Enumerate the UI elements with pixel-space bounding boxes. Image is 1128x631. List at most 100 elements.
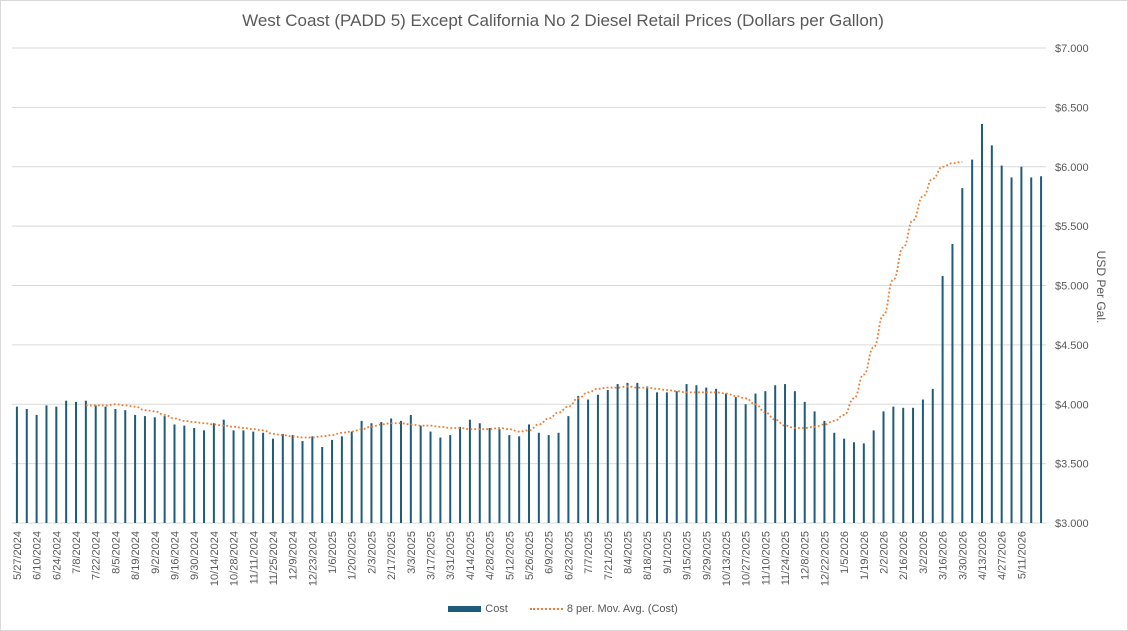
bar xyxy=(360,420,363,523)
bar xyxy=(94,405,97,523)
bar xyxy=(193,428,196,523)
legend: Cost 8 per. Mov. Avg. (Cost) xyxy=(0,603,1126,615)
x-tick-label: 1/20/2025 xyxy=(347,531,359,580)
bar xyxy=(912,407,915,523)
bar xyxy=(301,441,304,523)
x-tick-label: 9/16/2024 xyxy=(169,531,181,580)
bar xyxy=(764,391,767,523)
x-tick-label: 5/26/2025 xyxy=(524,531,536,580)
bar xyxy=(951,243,954,523)
bar xyxy=(84,400,87,523)
bar xyxy=(55,406,58,523)
bar xyxy=(65,400,68,523)
bar xyxy=(724,393,727,523)
bar xyxy=(823,420,826,523)
x-tick-label: 3/3/2025 xyxy=(406,531,418,574)
x-tick-label: 5/27/2024 xyxy=(12,531,24,580)
bar xyxy=(380,422,383,523)
legend-item-cost[interactable]: Cost xyxy=(448,603,508,615)
x-tick-label: 7/22/2024 xyxy=(91,531,103,580)
bar xyxy=(183,425,186,523)
bar xyxy=(390,418,393,523)
bar-series xyxy=(15,124,1043,523)
x-tick-label: 11/25/2024 xyxy=(268,531,280,585)
x-tick-label: 10/14/2024 xyxy=(209,531,221,586)
x-tick-label: 7/8/2024 xyxy=(71,531,83,574)
bar xyxy=(262,432,265,523)
legend-label-moving-average: 8 per. Mov. Avg. (Cost) xyxy=(566,603,678,615)
bar xyxy=(921,399,924,523)
bar xyxy=(498,429,501,523)
x-tick-label: 10/27/2025 xyxy=(741,531,753,586)
bar xyxy=(419,425,422,523)
y-axis-title: USD Per Gal. xyxy=(1094,251,1108,324)
y-tick-label: $4.500 xyxy=(1055,340,1089,352)
bar xyxy=(1000,165,1003,523)
x-tick-label: 12/8/2025 xyxy=(800,531,812,580)
bar xyxy=(646,386,649,523)
bar xyxy=(606,390,609,523)
x-tick-label: 11/11/2024 xyxy=(248,531,260,584)
x-tick-label: 4/27/2026 xyxy=(997,531,1009,580)
legend-swatch-cost xyxy=(448,606,482,612)
bar xyxy=(941,276,944,523)
bar xyxy=(862,443,865,523)
y-tick-label: $4.000 xyxy=(1055,399,1089,411)
x-tick-label: 2/17/2025 xyxy=(386,531,398,580)
bar xyxy=(409,414,412,523)
bar xyxy=(439,437,442,523)
x-tick-label: 5/11/2026 xyxy=(1016,531,1028,579)
bar xyxy=(616,384,619,523)
bar xyxy=(813,411,816,523)
bar xyxy=(961,188,964,523)
bar xyxy=(45,405,48,523)
bar xyxy=(774,385,777,523)
x-tick-label: 8/19/2024 xyxy=(130,531,142,580)
bar xyxy=(203,430,206,523)
legend-item-moving-average[interactable]: 8 per. Mov. Avg. (Cost) xyxy=(529,603,678,615)
bar xyxy=(25,409,28,523)
bar xyxy=(468,419,471,523)
x-tick-label: 2/3/2025 xyxy=(366,531,378,574)
bar xyxy=(784,384,787,523)
x-tick-label: 1/5/2026 xyxy=(839,531,851,574)
x-tick-label: 2/2/2026 xyxy=(879,531,891,574)
bar xyxy=(665,392,668,523)
y-tick-label: $6.500 xyxy=(1055,102,1089,114)
bar xyxy=(882,411,885,523)
bar xyxy=(281,433,284,523)
bar xyxy=(75,401,78,523)
bar xyxy=(15,406,18,523)
bar xyxy=(872,430,875,523)
bar xyxy=(685,384,688,523)
x-tick-label: 5/12/2025 xyxy=(504,531,516,580)
bar xyxy=(557,432,560,523)
x-tick-label: 10/13/2025 xyxy=(721,531,733,586)
bar xyxy=(508,435,511,523)
bar xyxy=(852,442,855,523)
bar xyxy=(695,385,698,523)
x-tick-label: 3/16/2026 xyxy=(938,531,950,580)
bar xyxy=(843,438,846,523)
bar xyxy=(143,416,146,523)
bar xyxy=(449,435,452,523)
x-tick-label: 1/19/2026 xyxy=(859,531,871,580)
y-tick-label: $3.500 xyxy=(1055,459,1089,471)
x-tick-label: 9/15/2025 xyxy=(682,531,694,580)
bar xyxy=(744,404,747,523)
bar xyxy=(212,423,215,523)
bar xyxy=(134,414,137,523)
x-tick-label: 8/5/2024 xyxy=(110,531,122,574)
y-tick-label: $5.000 xyxy=(1055,281,1089,293)
bar xyxy=(715,388,718,523)
bar xyxy=(547,435,550,523)
bar xyxy=(587,399,590,523)
gridlines xyxy=(12,47,1046,524)
x-tick-label: 12/9/2024 xyxy=(288,531,300,580)
bar xyxy=(104,406,107,523)
bar xyxy=(35,414,38,523)
bar xyxy=(567,416,570,523)
bar xyxy=(488,428,491,523)
x-tick-label: 6/9/2025 xyxy=(544,531,556,574)
